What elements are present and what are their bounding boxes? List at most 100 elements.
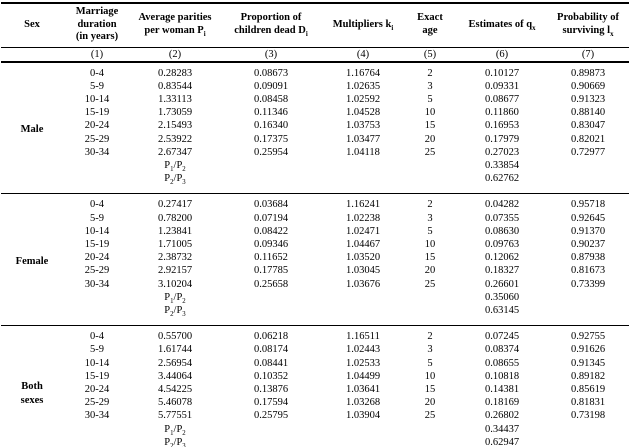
cell-l: 0.91323 [570, 93, 606, 105]
column-header-mult: Multipliers ki [323, 3, 403, 48]
ratio-row: P2/P3 0.63145 [1, 304, 629, 326]
empty-cell [63, 159, 131, 172]
cell-l: 0.90237 [570, 238, 606, 250]
cell-l: 0.92645 [570, 212, 606, 224]
cell-age: 5 [427, 357, 433, 369]
empty-cell [403, 291, 457, 304]
cell-l: 0.85619 [570, 383, 606, 395]
cell-q: 0.16953 [484, 120, 520, 132]
column-number-dead: (3) [219, 47, 323, 63]
cell-dead: 0.11652 [254, 252, 288, 264]
cell-l: 0.95718 [570, 199, 606, 211]
cell-duration: 25-29 [84, 265, 110, 277]
empty-cell [547, 291, 629, 304]
data-row: Male 0-4 0.28283 0.08673 1.16764 2 0.10127 0.89… [1, 62, 629, 136]
cell-parities: 2.92157 [157, 265, 193, 277]
cell-dead: 0.10352 [253, 370, 289, 382]
cell-age: 10 [424, 238, 436, 250]
cell-parities: 1.23841 [157, 225, 193, 237]
empty-cell [403, 423, 457, 436]
cell-duration: 0-4 [90, 331, 104, 343]
ratio-row: P1/P2 0.35060 [1, 291, 629, 305]
data-row: 20-24 4.54225 0.13876 1.03641 15 0.14381 0.856… [1, 383, 629, 396]
cell-l: 0.81831 [570, 397, 606, 409]
empty-cell [219, 304, 323, 326]
column-number-mult: (4) [323, 47, 403, 63]
data-row: 25-29 2.53922 0.17375 1.03477 20 0.17979 0.820… [1, 133, 629, 146]
cell-dead: 0.08458 [253, 93, 289, 105]
cell-dead: 0.16340 [253, 120, 289, 132]
cell-age: 25 [424, 278, 436, 290]
data-row: 10-14 1.23841 0.08422 1.02471 5 0.08630 0.9137… [1, 225, 629, 238]
cell-duration: 5-9 [90, 80, 104, 92]
cell-parities: 1.33113 [158, 93, 192, 105]
data-row: Both sexes 0-4 0.55700 0.06218 1.16511 2 0.0724… [1, 326, 629, 405]
cell-parities: 4.54225 [157, 383, 193, 395]
ratio-label: P1/P2 [164, 423, 186, 437]
ratio-value: 0.34437 [484, 423, 520, 435]
cell-dead: 0.17375 [253, 133, 289, 145]
cell-q: 0.18327 [484, 265, 520, 277]
cell-mult: 1.03268 [345, 397, 381, 409]
cell-dead: 0.08441 [253, 357, 289, 369]
section-both: Both sexes 0-4 0.55700 0.06218 1.16511 2 0.0724… [1, 326, 629, 447]
cell-duration: 10-14 [84, 225, 110, 237]
cell-age: 15 [424, 120, 436, 132]
cell-duration: 25-29 [84, 397, 110, 409]
cell-l: 0.73399 [570, 278, 606, 290]
cell-duration: 10-14 [84, 93, 110, 105]
data-row: Female 0-4 0.27417 0.03684 1.16241 2 0.04282 0.… [1, 194, 629, 267]
cell-duration: 20-24 [84, 120, 110, 132]
table-header: Sex Marriage duration (in years) Average par… [1, 3, 629, 63]
section-male: Male 0-4 0.28283 0.08673 1.16764 2 0.10127 0.89… [1, 62, 629, 194]
sex-label: Male [20, 124, 44, 136]
ratio-label: P1/P2 [164, 291, 186, 305]
cell-duration: 20-24 [84, 383, 110, 395]
cell-age: 3 [427, 344, 433, 356]
data-row: 5-9 0.78200 0.07194 1.02238 3 0.07355 0.92645 [1, 212, 629, 225]
ratio-value: 0.63145 [484, 304, 520, 316]
cell-l: 0.89182 [570, 370, 606, 382]
column-header-q: Estimates of qx [457, 3, 547, 48]
empty-cell [219, 436, 323, 447]
ratio-label: P2/P3 [164, 304, 186, 319]
cell-q: 0.14381 [484, 383, 520, 395]
cell-q: 0.08655 [484, 357, 520, 369]
cell-age: 2 [427, 199, 433, 211]
cell-dead: 0.09346 [253, 238, 289, 250]
cell-l: 0.73198 [570, 410, 606, 422]
cell-parities: 0.27417 [157, 199, 193, 211]
cell-q: 0.09763 [484, 238, 520, 250]
cell-q: 0.07245 [484, 331, 520, 343]
cell-mult: 1.16764 [345, 67, 381, 79]
empty-cell [547, 304, 629, 326]
cell-q: 0.18169 [484, 397, 520, 409]
cell-dead: 0.17785 [253, 265, 289, 277]
cell-q: 0.09331 [484, 80, 520, 92]
cell-duration: 15-19 [84, 370, 110, 382]
empty-cell [403, 172, 457, 194]
ratio-label: P1/P2 [164, 159, 186, 174]
cell-parities: 0.78200 [157, 212, 193, 224]
data-row: 30-34 5.77551 0.25795 1.03904 25 0.26802 0.731… [1, 409, 629, 422]
cell-q: 0.07355 [484, 212, 520, 224]
cell-mult: 1.16241 [345, 199, 381, 211]
cell-dead: 0.08422 [253, 225, 289, 237]
ratio-label: P2/P3 [164, 173, 186, 187]
sex-label: Both sexes [20, 381, 44, 406]
cell-l: 0.91626 [570, 344, 606, 356]
ratio-value: 0.62947 [484, 436, 520, 447]
data-row: 25-29 2.92157 0.17785 1.03045 20 0.18327 0.816… [1, 264, 629, 277]
cell-l: 0.82021 [570, 133, 606, 145]
cell-mult: 1.04118 [346, 146, 380, 158]
cell-l: 0.91345 [570, 357, 606, 369]
cell-q: 0.12062 [484, 252, 520, 264]
cell-mult: 1.02471 [345, 225, 381, 237]
empty-cell [403, 436, 457, 447]
cell-duration: 0-4 [90, 67, 104, 79]
cell-age: 10 [424, 370, 436, 382]
column-number-age: (5) [403, 47, 457, 63]
ratio-value: 0.33854 [484, 159, 520, 171]
cell-duration: 10-14 [84, 357, 110, 369]
empty-cell [323, 159, 403, 172]
